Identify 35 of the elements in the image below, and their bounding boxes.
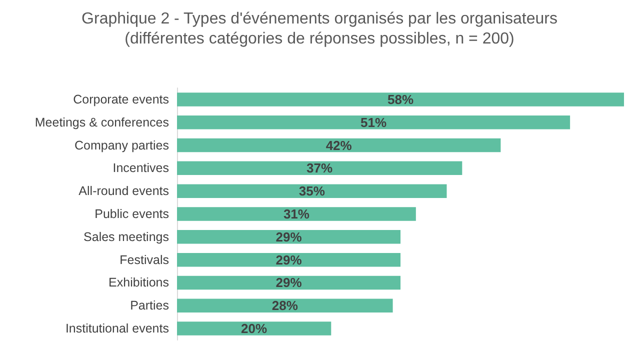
- y-tick-label: All-round events: [78, 184, 169, 198]
- data-label: 29%: [276, 229, 302, 244]
- data-label: 29%: [276, 275, 302, 290]
- y-tick-label: Public events: [94, 207, 169, 221]
- data-label: 20%: [241, 321, 268, 336]
- bar: [177, 115, 570, 130]
- bar: [177, 184, 447, 198]
- bar: [177, 276, 400, 290]
- data-label: 35%: [298, 184, 326, 199]
- data-label: 58%: [387, 92, 414, 107]
- y-tick-label: Incentives: [112, 161, 169, 176]
- y-tick-label: Company parties: [74, 138, 169, 152]
- y-tick-label: Festivals: [120, 252, 169, 267]
- bar: [177, 252, 400, 267]
- bar: [177, 161, 462, 176]
- bar: [177, 322, 332, 336]
- data-label: 29%: [276, 252, 302, 268]
- bar: [177, 230, 400, 244]
- y-tick-label: Sales meetings: [84, 230, 169, 244]
- y-tick-label: Parties: [130, 298, 169, 313]
- data-label: 42%: [326, 138, 352, 153]
- chart-title: Graphique 2 - Types d'événements organisés par les organisateurs: [82, 10, 558, 28]
- bar: [177, 92, 624, 106]
- bar: [177, 298, 393, 313]
- chart-subtitle: (différentes catégories de réponses possibles, n = 200): [124, 30, 514, 48]
- data-label: 51%: [360, 114, 387, 130]
- bar: [177, 138, 501, 152]
- data-label: 37%: [306, 160, 334, 176]
- bar: [177, 207, 416, 221]
- data-label: 28%: [272, 298, 298, 314]
- data-label: 31%: [283, 206, 310, 222]
- y-tick-label: Meetings & conferences: [34, 115, 169, 130]
- y-tick-label: Institutional events: [65, 322, 169, 336]
- y-tick-label: Corporate events: [73, 92, 169, 106]
- y-tick-label: Exhibitions: [108, 276, 169, 290]
